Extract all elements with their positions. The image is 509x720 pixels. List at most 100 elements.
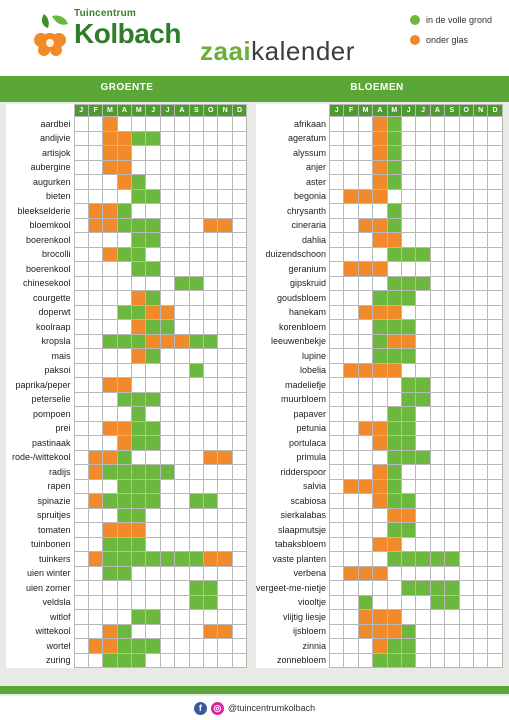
- month-header: M: [102, 104, 118, 117]
- cell-empty: [400, 159, 417, 175]
- plant-name: tomaten: [6, 522, 74, 537]
- plant-name: portulaca: [256, 435, 330, 450]
- month-header: N: [217, 104, 233, 117]
- cell-volle-grond: [386, 203, 402, 219]
- cell-volle-grond: [131, 406, 147, 422]
- cell-empty: [444, 449, 460, 465]
- cell-empty: [357, 130, 374, 146]
- cell-onder-glas: [343, 565, 359, 581]
- plant-name: anjer: [256, 160, 330, 175]
- cell-empty: [357, 580, 374, 596]
- cell-empty: [487, 391, 503, 407]
- cell-empty: [472, 507, 489, 523]
- table-row: augurken: [6, 174, 248, 190]
- cell-onder-glas: [357, 565, 374, 581]
- month-header: O: [458, 104, 474, 117]
- cell-volle-grond: [102, 565, 118, 581]
- cell-volle-grond: [386, 435, 402, 451]
- logo[interactable]: Tuincentrum Kolbach: [30, 8, 181, 70]
- cell-empty: [429, 232, 446, 248]
- cell-empty: [472, 174, 489, 190]
- cell-empty: [203, 232, 219, 248]
- cell-empty: [415, 362, 431, 378]
- plant-name: wittekool: [6, 624, 74, 639]
- plant-name: petunia: [256, 421, 330, 436]
- cell-empty: [174, 304, 190, 320]
- cell-onder-glas: [102, 130, 118, 146]
- cell-onder-glas: [131, 319, 147, 335]
- cell-empty: [357, 174, 374, 190]
- cell-empty: [429, 203, 446, 219]
- plant-name: gipskruid: [256, 276, 330, 291]
- cell-empty: [73, 261, 89, 277]
- cell-empty: [231, 159, 248, 175]
- cell-empty: [217, 246, 233, 262]
- cell-volle-grond: [145, 638, 161, 654]
- cell-volle-grond: [444, 580, 460, 596]
- cell-empty: [372, 377, 388, 393]
- cell-onder-glas: [400, 333, 417, 349]
- social-handle[interactable]: @tuincentrumkolbach: [227, 703, 316, 713]
- cell-empty: [357, 449, 374, 465]
- cell-empty: [458, 261, 474, 277]
- cell-onder-glas: [357, 188, 374, 204]
- cell-empty: [458, 188, 474, 204]
- cell-empty: [487, 188, 503, 204]
- cell-empty: [102, 188, 118, 204]
- cell-empty: [159, 203, 176, 219]
- cell-empty: [415, 304, 431, 320]
- plant-name: primula: [256, 450, 330, 465]
- cell-empty: [73, 507, 89, 523]
- cell-onder-glas: [102, 623, 118, 639]
- cell-onder-glas: [372, 261, 388, 277]
- cell-empty: [231, 174, 248, 190]
- plant-name: paprika/peper: [6, 377, 74, 392]
- cell-volle-grond: [444, 551, 460, 567]
- cell-volle-grond: [131, 478, 147, 494]
- plant-name: viooltje: [256, 595, 330, 610]
- plant-name: brocolli: [6, 247, 74, 262]
- cell-onder-glas: [343, 188, 359, 204]
- instagram-icon[interactable]: ◎: [210, 701, 224, 715]
- cell-volle-grond: [145, 217, 161, 233]
- plant-name: vlijtig liesje: [256, 609, 330, 624]
- cell-empty: [145, 246, 161, 262]
- cell-empty: [386, 391, 402, 407]
- cell-empty: [203, 609, 219, 625]
- cell-empty: [174, 652, 190, 668]
- cell-empty: [188, 290, 205, 306]
- cell-empty: [329, 594, 345, 610]
- cell-onder-glas: [87, 638, 104, 654]
- cell-empty: [343, 246, 359, 262]
- cell-empty: [343, 116, 359, 132]
- cell-empty: [400, 536, 417, 552]
- cell-empty: [73, 116, 89, 132]
- cell-volle-grond: [116, 638, 133, 654]
- cell-empty: [487, 203, 503, 219]
- table-row: alyssum: [256, 145, 503, 161]
- plant-name: veldsla: [6, 595, 74, 610]
- cell-empty: [131, 377, 147, 393]
- month-header: J: [329, 104, 345, 117]
- table-row: brocolli: [6, 246, 248, 262]
- cell-empty: [131, 580, 147, 596]
- plant-name: tuinkers: [6, 551, 74, 566]
- cell-volle-grond: [116, 623, 133, 639]
- cell-volle-grond: [145, 348, 161, 364]
- cell-volle-grond: [400, 449, 417, 465]
- cell-empty: [188, 406, 205, 422]
- facebook-icon[interactable]: f: [193, 701, 207, 715]
- table-row: sierkalabas: [256, 507, 503, 523]
- cell-onder-glas: [131, 290, 147, 306]
- cell-empty: [357, 435, 374, 451]
- plant-name: tabaksbloem: [256, 537, 330, 552]
- cell-empty: [174, 391, 190, 407]
- cell-empty: [217, 507, 233, 523]
- cell-empty: [174, 232, 190, 248]
- cell-volle-grond: [131, 217, 147, 233]
- cell-empty: [73, 580, 89, 596]
- cell-empty: [73, 623, 89, 639]
- cell-empty: [487, 638, 503, 654]
- cell-onder-glas: [217, 449, 233, 465]
